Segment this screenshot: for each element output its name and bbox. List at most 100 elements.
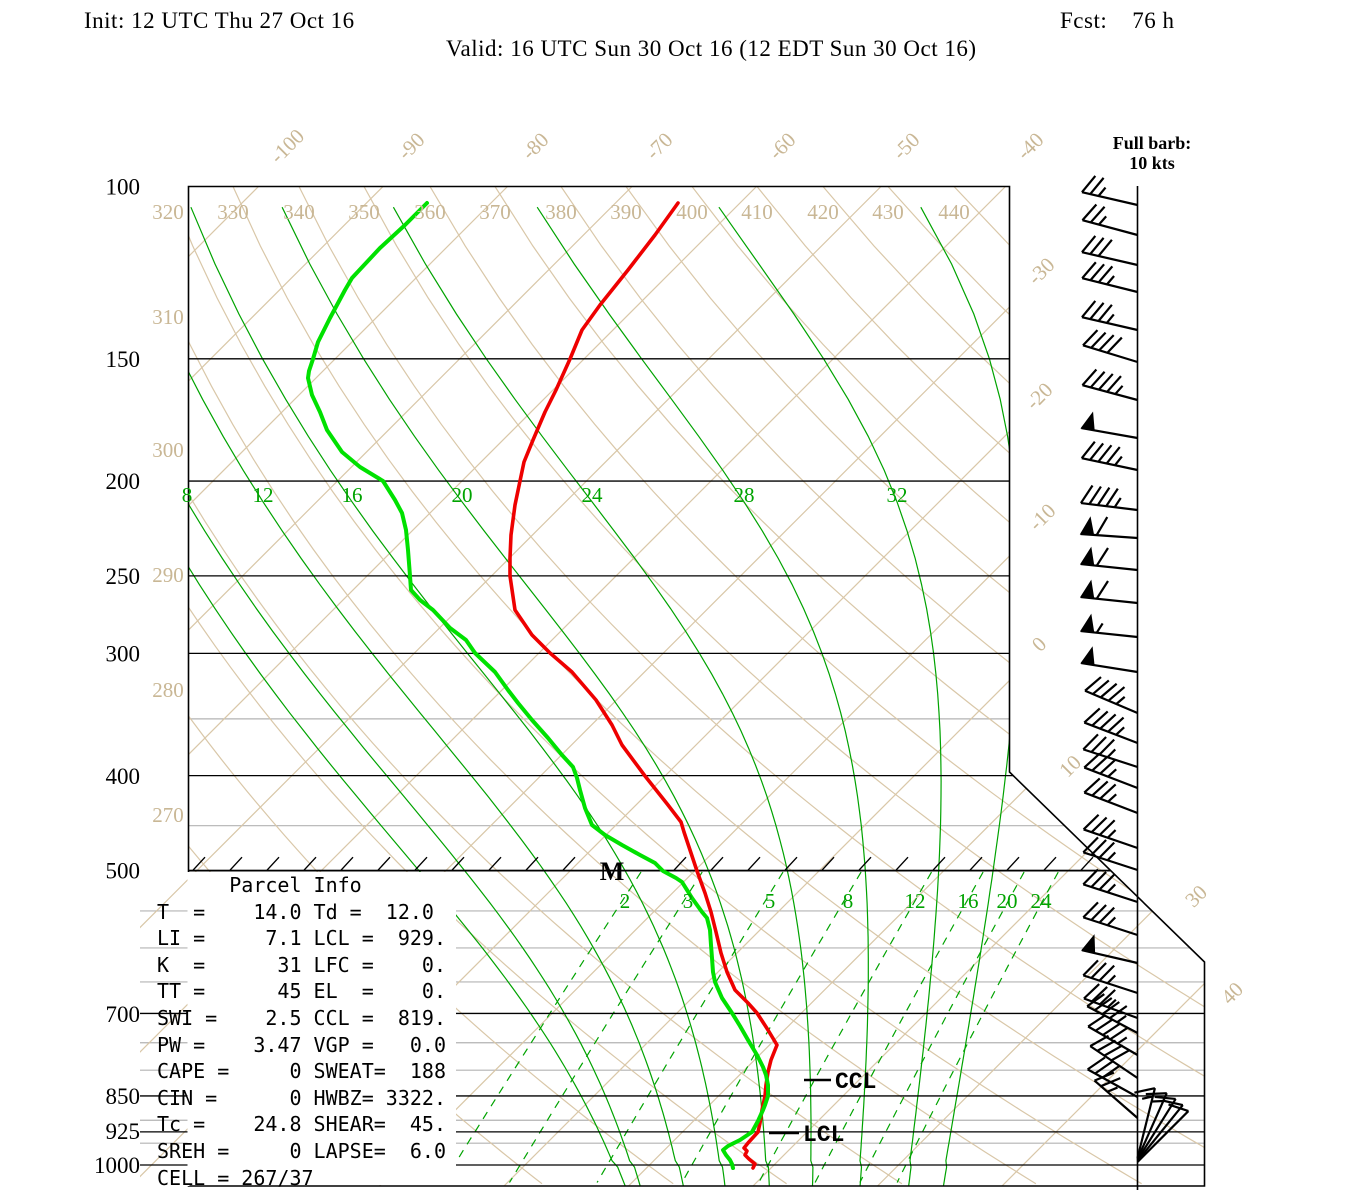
wind-barb	[1083, 707, 1138, 745]
moist-adiabat-label: 16	[342, 483, 363, 507]
theta-label-top: 420	[807, 200, 839, 224]
wind-barb	[1080, 441, 1138, 472]
dry-adiabat-line	[822, 186, 1205, 1185]
wind-barb	[1136, 1092, 1168, 1160]
hatch-tick	[377, 856, 391, 871]
wind-barb	[1082, 901, 1138, 937]
theta-label-left: 300	[152, 438, 184, 462]
wind-barb	[1080, 411, 1138, 440]
mixing-ratio-label: 20	[997, 889, 1018, 913]
moist-adiabat-line	[140, 207, 641, 1186]
hatch-tick	[1006, 856, 1020, 871]
dry-adiabat-line	[140, 186, 1037, 1185]
mixing-ratio-label: 12	[905, 889, 926, 913]
moist-adiabat-line	[190, 206, 726, 1186]
isotherm-line	[379, 186, 1205, 1186]
theta-label-top: 380	[545, 200, 577, 224]
wind-barb	[1079, 613, 1138, 639]
wind-barb	[1082, 329, 1138, 364]
hatch-tick	[784, 856, 798, 871]
wind-barb	[1082, 813, 1138, 850]
theta-label-top: 410	[741, 200, 773, 224]
moist-adiabat-label: 8	[182, 483, 193, 507]
dry-adiabat-line	[494, 186, 1205, 1185]
wind-barb	[1082, 959, 1138, 995]
dry-adiabat-line	[167, 186, 1142, 1185]
theta-label-top: 370	[479, 200, 511, 224]
dry-adiabat-line	[953, 186, 1205, 1185]
pressure-tick-label: 850	[106, 1084, 141, 1109]
wind-barb	[1082, 868, 1138, 904]
mixing-ratio-label: 2	[620, 889, 631, 913]
wind-barb	[1087, 1056, 1139, 1098]
wind-barb	[1136, 1103, 1190, 1163]
dewpoint-curve	[306, 201, 770, 1170]
theta-label-left: 270	[152, 803, 184, 827]
mixing-ratio-label: 24	[1031, 889, 1053, 913]
mixing-ratio-line	[596, 871, 784, 1183]
hatch-tick	[858, 856, 872, 871]
theta-label-left: 280	[152, 678, 184, 702]
hatch-tick	[229, 856, 243, 871]
wind-barb	[1080, 484, 1138, 512]
wind-barb	[1093, 1071, 1139, 1119]
mixing-ratio-line	[859, 871, 1025, 1183]
wind-barb	[1081, 934, 1138, 965]
wind-barb	[1081, 175, 1138, 207]
wind-barb	[1082, 836, 1138, 872]
wind-barb	[1136, 1095, 1177, 1161]
isotherm-label-top: -40	[1012, 128, 1049, 165]
hatch-tick	[340, 856, 354, 871]
moist-adiabat-label: 12	[253, 483, 274, 507]
hatch-tick	[821, 856, 835, 871]
theta-label-top: 360	[414, 200, 446, 224]
wind-barb	[1081, 368, 1138, 402]
hatch-tick	[414, 856, 428, 871]
wind-barb	[1080, 646, 1138, 674]
wind-barb	[1082, 733, 1138, 769]
ccl-marker-label: CCL	[835, 1069, 876, 1095]
wind-barb	[1081, 235, 1138, 267]
hatch-tick	[451, 856, 465, 871]
isotherm-label-top: -100	[265, 124, 309, 168]
theta-label-top: 400	[676, 200, 708, 224]
pressure-tick-label: 400	[106, 764, 141, 789]
hatch-tick	[1043, 856, 1057, 871]
moist-adiabat-label: 32	[887, 483, 908, 507]
m-marker-label: M	[600, 857, 625, 886]
moist-adiabat-line	[140, 206, 684, 1186]
mixing-ratio-label: 5	[765, 889, 776, 913]
pressure-tick-label: 100	[106, 175, 141, 200]
dry-adiabat-line	[429, 186, 1205, 1185]
hatch-tick	[710, 856, 724, 871]
wind-barb	[1136, 1099, 1184, 1162]
pressure-tick-label: 1000	[94, 1153, 140, 1178]
hatch-tick	[969, 856, 983, 871]
pressure-tick-label: 300	[106, 641, 141, 666]
hatch-tick	[488, 856, 502, 871]
hatch-tick	[525, 856, 539, 871]
isotherm-line	[140, 186, 384, 1186]
theta-label-left: 290	[152, 563, 184, 587]
wind-barb	[1084, 676, 1138, 715]
isotherm-label-right: 40	[1216, 977, 1248, 1009]
hatch-tick	[266, 856, 280, 871]
wind-barb	[1081, 261, 1138, 294]
isotherm-line	[628, 186, 1205, 1186]
theta-label-top: 390	[610, 200, 642, 224]
mixing-ratio-line	[442, 871, 642, 1183]
mixing-ratio-line	[814, 871, 984, 1183]
init-time-label: Init: 12 UTC Thu 27 Oct 16	[84, 8, 355, 33]
isotherm-line	[140, 186, 757, 1186]
isotherm-line	[140, 186, 882, 1186]
hatch-tick	[895, 856, 909, 871]
valid-time-label: Valid: 16 UTC Sun 30 Oct 16 (12 EDT Sun …	[446, 36, 977, 61]
pressure-tick-label: 150	[106, 347, 141, 372]
dry-adiabat-line	[560, 186, 1205, 1185]
hatch-tick	[1080, 856, 1094, 871]
moist-adiabat-line	[920, 206, 1020, 1186]
mixing-ratio-label: 3	[683, 889, 694, 913]
theta-label-top: 440	[938, 200, 970, 224]
wind-barb	[1083, 752, 1138, 790]
theta-label-top: 330	[217, 200, 249, 224]
